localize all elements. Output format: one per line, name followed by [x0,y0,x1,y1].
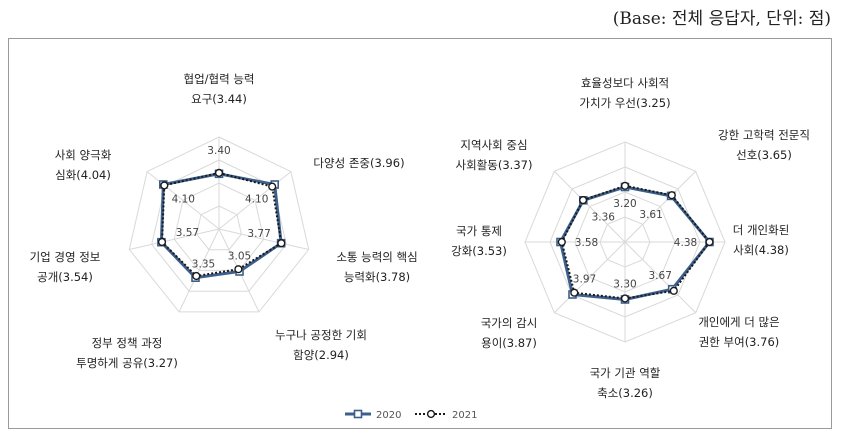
category-label: 사회 양극화 심화(4.04) [55,148,112,182]
category-label: 지역사회 중심 사회활동(3.37) [456,138,533,172]
data-label: 3.67 [649,270,672,282]
series-line-2021 [160,171,283,278]
data-label: 4.38 [674,237,697,249]
data-label: 3.05 [228,251,251,263]
category-label: 다양성 존중(3.96) [313,156,404,170]
data-label: 4.10 [172,194,195,206]
category-label: 효율성보다 사회적 가치가 우선(3.25) [579,76,670,110]
grid-spoke [624,170,697,243]
data-label: 3.20 [613,198,636,210]
base-note: (Base: 전체 응답자, 단위: 점) [612,9,831,29]
data-point-2021 [669,286,678,295]
grid-spoke [218,228,309,250]
data-label: 3.57 [176,227,199,239]
data-point-2021 [268,182,277,191]
data-label: 3.77 [247,228,270,240]
data-label: 3.36 [592,211,616,223]
radar-charts: 3.40 4.10 3.77 3.05 3.35 3.57 4.10 협업/협력 능력 요구(3… [30,72,810,421]
data-point-2021 [620,181,630,190]
data-point-2021 [160,181,169,190]
grid-spoke [553,241,626,314]
category-label: 소통 능력의 핵심 능력화(3.78) [336,250,417,284]
grid-ring [173,182,265,271]
category-label: 국가의 감시 용이(3.87) [481,316,538,350]
data-label: 3.35 [192,259,215,271]
grid-spoke [553,170,626,243]
grid-spoke [624,241,697,314]
grid-ring [196,205,242,251]
category-label: 국가 통제 강화(3.53) [451,224,507,258]
category-label: 개인에게 더 많은 권한 부여(3.76) [698,315,779,349]
data-label: 3.40 [207,145,230,157]
grid-spoke [129,228,220,250]
data-label: 3.97 [573,274,596,286]
legend-label-2021: 2021 [452,410,477,421]
data-label: 3.58 [575,237,598,249]
data-point-2021 [620,294,630,303]
category-label: 국가 기관 역할 축소(3.26) [590,366,661,400]
data-label: 4.10 [245,194,268,206]
data-label: 3.61 [639,209,662,221]
category-label: 누구나 공정한 기회 함양(2.94) [275,328,367,362]
category-label: 협업/협력 능력 요구(3.44) [183,72,254,106]
data-point-2021 [705,237,714,247]
data-point-2021 [570,288,579,297]
grid-ring [128,136,310,313]
legend-marker-2020 [353,409,363,419]
category-label: 더 개인화된 사회(4.38) [733,223,790,257]
data-point-2021 [667,191,676,200]
data-point-2021 [557,237,566,247]
category-label: 정부 정책 과정 투명하게 공유(3.27) [76,336,178,370]
data-point-2021 [277,239,286,248]
legend-label-2020: 2020 [376,410,401,421]
category-label: 기업 경영 정보 공개(3.54) [30,250,101,284]
chart-frame: 3.40 4.10 3.77 3.05 3.35 3.57 4.10 협업/협력 능력 요구(3… [8,38,832,429]
data-point-2021 [157,237,167,247]
series-line-2020 [159,172,283,280]
data-point-2021 [234,265,243,274]
grid-spoke [178,228,220,313]
data-point-2021 [578,196,588,205]
legend-marker-2021 [426,409,436,419]
data-label: 3.30 [613,279,636,291]
data-point-2021 [214,168,224,178]
category-label: 강한 고학력 전문직 선호(3.65) [718,128,810,162]
data-point-2021 [192,271,201,281]
